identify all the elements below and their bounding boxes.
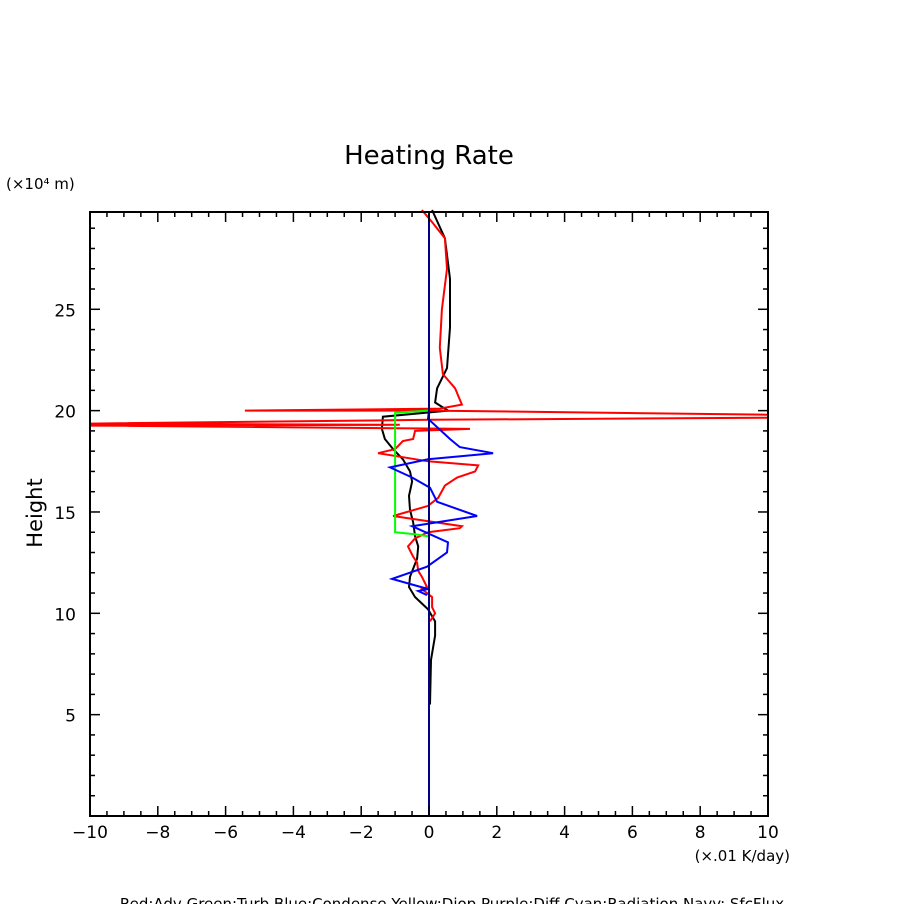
x-axis-unit: (×.01 K/day) <box>695 847 790 865</box>
x-tick-label: −10 <box>72 823 108 843</box>
legend-text: Red:Adv Green:Turb Blue:Condense Yellow:… <box>120 895 784 904</box>
x-tick-label: 0 <box>424 823 435 843</box>
y-tick-label: 5 <box>65 707 76 727</box>
series-adv-line <box>89 209 769 622</box>
x-tick-label: −8 <box>145 823 170 843</box>
axes-layer: −10 −8 −6 −4 −2 0 2 4 6 8 10 5 10 15 20 25 <box>54 212 779 843</box>
series-condense-line <box>386 410 494 597</box>
chart-title: Heating Rate <box>344 141 514 171</box>
series-layer <box>89 209 769 816</box>
y-axis-label: Height <box>23 478 47 547</box>
y-tick-label: 20 <box>54 403 76 423</box>
x-tick-label: −2 <box>349 823 374 843</box>
x-tick-label: 2 <box>491 823 502 843</box>
y-tick-label: 15 <box>54 504 76 524</box>
x-tick-label: −4 <box>281 823 306 843</box>
x-tick-label: −6 <box>213 823 238 843</box>
series-turb-line <box>394 409 429 538</box>
x-tick-label: 6 <box>627 823 638 843</box>
x-tick-label: 8 <box>695 823 706 843</box>
series-total-line <box>380 209 452 705</box>
x-tick-label: 4 <box>559 823 570 843</box>
y-axis-unit: (×10⁴ m) <box>6 175 75 193</box>
x-tick-label: 10 <box>757 823 779 843</box>
y-tick-label: 25 <box>54 301 76 321</box>
plot-frame <box>89 211 769 817</box>
y-tick-label: 10 <box>54 605 76 625</box>
